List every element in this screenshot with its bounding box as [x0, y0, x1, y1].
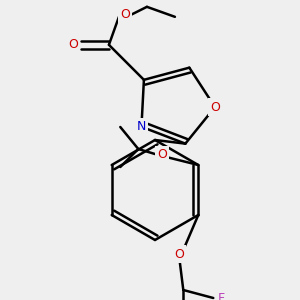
Text: O: O: [174, 248, 184, 260]
Text: O: O: [68, 38, 78, 51]
Text: O: O: [158, 148, 167, 161]
Text: N: N: [137, 120, 146, 133]
Text: F: F: [218, 292, 225, 300]
Text: O: O: [120, 8, 130, 21]
Text: O: O: [210, 100, 220, 114]
